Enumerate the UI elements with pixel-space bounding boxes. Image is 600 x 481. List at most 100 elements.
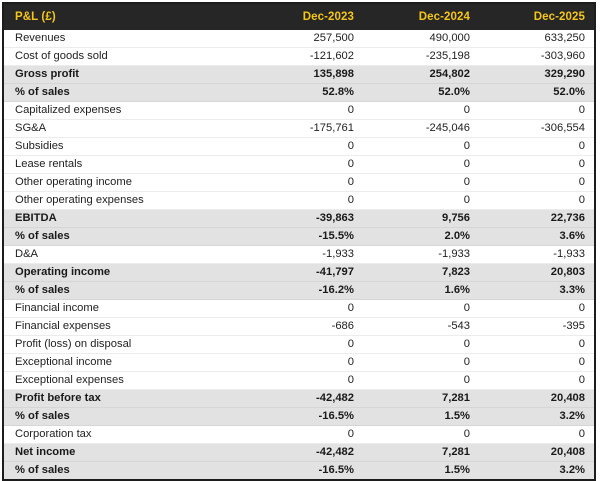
table-row: Revenues 257,500 490,000 633,250 [3, 30, 595, 48]
cell-dec-2025: 3.3% [479, 281, 595, 300]
cell-dec-2023: -41,797 [247, 263, 363, 282]
row-label-cell: % of sales [3, 227, 247, 246]
table-row: Other operating income 0 0 0 [3, 173, 595, 192]
row-label-cell: Subsidies [3, 137, 247, 156]
table-row: Lease rentals 0 0 0 [3, 155, 595, 174]
cell-dec-2023: 0 [247, 155, 363, 174]
table-row: % of sales -16.5% 1.5% 3.2% [3, 461, 595, 480]
cell-dec-2024: 7,281 [363, 389, 479, 408]
cell-dec-2025: 633,250 [479, 30, 595, 48]
table-row: Financial expenses -686 -543 -395 [3, 317, 595, 336]
cell-dec-2025: 0 [479, 425, 595, 444]
cell-dec-2024: 0 [363, 155, 479, 174]
cell-dec-2025: -1,933 [479, 245, 595, 264]
cell-dec-2024: 1.5% [363, 407, 479, 426]
table-row: D&A -1,933 -1,933 -1,933 [3, 245, 595, 264]
column-header-dec-2024[interactable]: Dec-2024 [363, 3, 479, 30]
row-label-cell: Profit before tax [3, 389, 247, 408]
cell-dec-2025: 0 [479, 353, 595, 372]
cell-dec-2023: -686 [247, 317, 363, 336]
cell-dec-2025: 0 [479, 335, 595, 354]
cell-dec-2024: 0 [363, 353, 479, 372]
cell-dec-2025: -306,554 [479, 119, 595, 138]
cell-dec-2024: 1.5% [363, 461, 479, 480]
row-label-cell: Lease rentals [3, 155, 247, 174]
cell-dec-2025: 0 [479, 371, 595, 390]
table-row: % of sales -16.2% 1.6% 3.3% [3, 281, 595, 300]
row-label-cell: EBITDA [3, 209, 247, 228]
column-header-dec-2025[interactable]: Dec-2025 [479, 3, 595, 30]
table-row: Profit (loss) on disposal 0 0 0 [3, 335, 595, 354]
column-header-label[interactable]: P&L (£) [3, 3, 247, 30]
cell-dec-2024: 254,802 [363, 65, 479, 84]
cell-dec-2025: 3.2% [479, 461, 595, 480]
row-label-cell: SG&A [3, 119, 247, 138]
row-label-cell: Cost of goods sold [3, 47, 247, 66]
table-row: Exceptional income 0 0 0 [3, 353, 595, 372]
cell-dec-2025: 0 [479, 155, 595, 174]
cell-dec-2024: -235,198 [363, 47, 479, 66]
row-label-cell: Corporation tax [3, 425, 247, 444]
cell-dec-2025: 0 [479, 137, 595, 156]
cell-dec-2024: 0 [363, 101, 479, 120]
cell-dec-2024: 0 [363, 137, 479, 156]
column-header-dec-2023[interactable]: Dec-2023 [247, 3, 363, 30]
cell-dec-2023: -15.5% [247, 227, 363, 246]
cell-dec-2025: 22,736 [479, 209, 595, 228]
cell-dec-2024: 0 [363, 299, 479, 318]
cell-dec-2025: 0 [479, 173, 595, 192]
table-row: Net income -42,482 7,281 20,408 [3, 443, 595, 462]
cell-dec-2023: -16.2% [247, 281, 363, 300]
header-row: P&L (£) Dec-2023 Dec-2024 Dec-2025 [3, 3, 595, 30]
table-row: EBITDA -39,863 9,756 22,736 [3, 209, 595, 228]
cell-dec-2024: 2.0% [363, 227, 479, 246]
cell-dec-2023: -42,482 [247, 443, 363, 462]
row-label-cell: Exceptional expenses [3, 371, 247, 390]
table-row: Exceptional expenses 0 0 0 [3, 371, 595, 390]
cell-dec-2024: 0 [363, 191, 479, 210]
cell-dec-2023: 0 [247, 425, 363, 444]
cell-dec-2023: -16.5% [247, 407, 363, 426]
cell-dec-2024: 7,823 [363, 263, 479, 282]
cell-dec-2025: 329,290 [479, 65, 595, 84]
row-label-cell: Profit (loss) on disposal [3, 335, 247, 354]
cell-dec-2023: 135,898 [247, 65, 363, 84]
table-row: Other operating expenses 0 0 0 [3, 191, 595, 210]
table-row: Financial income 0 0 0 [3, 299, 595, 318]
row-label-cell: Other operating expenses [3, 191, 247, 210]
row-label-cell: Financial income [3, 299, 247, 318]
cell-dec-2025: -395 [479, 317, 595, 336]
table-row: Capitalized expenses 0 0 0 [3, 101, 595, 120]
cell-dec-2023: -121,602 [247, 47, 363, 66]
cell-dec-2024: 0 [363, 371, 479, 390]
table-row: Subsidies 0 0 0 [3, 137, 595, 156]
cell-dec-2024: -1,933 [363, 245, 479, 264]
row-label-cell: % of sales [3, 281, 247, 300]
cell-dec-2025: 0 [479, 191, 595, 210]
cell-dec-2024: 7,281 [363, 443, 479, 462]
row-label-cell: Other operating income [3, 173, 247, 192]
cell-dec-2024: 490,000 [363, 30, 479, 48]
table-header: P&L (£) Dec-2023 Dec-2024 Dec-2025 [3, 3, 595, 30]
cell-dec-2023: -1,933 [247, 245, 363, 264]
cell-dec-2023: 0 [247, 101, 363, 120]
row-label-cell: Revenues [3, 30, 247, 48]
cell-dec-2025: 0 [479, 101, 595, 120]
cell-dec-2024: 0 [363, 173, 479, 192]
cell-dec-2023: 0 [247, 353, 363, 372]
cell-dec-2023: 52.8% [247, 83, 363, 102]
cell-dec-2025: -303,960 [479, 47, 595, 66]
cell-dec-2023: -16.5% [247, 461, 363, 480]
cell-dec-2023: 0 [247, 371, 363, 390]
cell-dec-2023: 0 [247, 137, 363, 156]
row-label-cell: Financial expenses [3, 317, 247, 336]
table-row: Operating income -41,797 7,823 20,803 [3, 263, 595, 282]
table-row: Profit before tax -42,482 7,281 20,408 [3, 389, 595, 408]
cell-dec-2025: 3.2% [479, 407, 595, 426]
row-label-cell: Gross profit [3, 65, 247, 84]
table-row: Cost of goods sold -121,602 -235,198 -303,9… [3, 47, 595, 66]
cell-dec-2023: 0 [247, 191, 363, 210]
cell-dec-2023: 0 [247, 173, 363, 192]
cell-dec-2024: 0 [363, 335, 479, 354]
